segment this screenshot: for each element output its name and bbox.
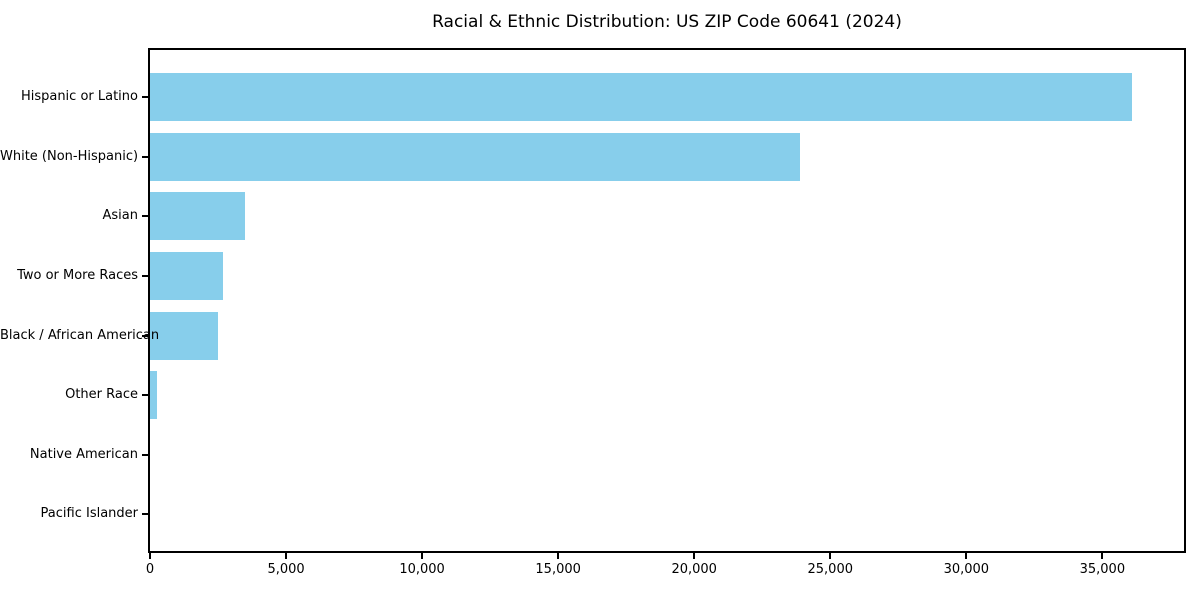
y-tick-label: Pacific Islander [40,506,138,522]
x-tick-mark [285,553,288,559]
x-tick-label: 10,000 [399,562,445,577]
x-tick-label: 0 [145,562,155,577]
chart-title: Racial & Ethnic Distribution: US ZIP Cod… [432,12,902,32]
x-tick-mark [693,553,696,559]
y-tick-mark [142,215,148,218]
x-tick-label: 5,000 [267,562,305,577]
y-tick-mark [142,394,148,397]
y-tick-mark [142,453,148,456]
bar-black-african-american [150,311,218,360]
y-tick-mark [142,334,148,337]
x-tick-mark [149,553,151,559]
y-tick-label: White (Non-Hispanic) [0,148,139,164]
y-tick-mark [142,513,148,516]
plot-area [148,48,1186,553]
x-tick-mark [1101,553,1104,559]
x-tick-label: 20,000 [671,562,717,577]
y-tick-label: Black / African American [0,327,160,343]
bar-two-or-more-races [150,251,223,300]
bar-hispanic-or-latino [150,73,1132,121]
y-tick-mark [142,96,148,98]
y-tick-mark [142,155,148,158]
y-tick-label: Hispanic or Latino [20,89,138,104]
y-tick-label: Two or More Races [17,267,138,283]
y-tick-mark [142,274,148,277]
x-tick-label: 25,000 [807,562,854,577]
y-tick-label: Native American [29,446,138,462]
x-tick-mark [557,553,560,559]
bar-other-race [150,371,157,420]
x-tick-mark [421,553,424,559]
bar-asian [150,192,245,241]
x-tick-label: 15,000 [535,562,581,577]
bar-white-non-hispanic [150,132,800,181]
y-tick-label: Other Race [65,387,138,403]
x-tick-mark [829,553,832,559]
x-tick-mark [965,553,968,559]
x-tick-label: 30,000 [943,562,990,577]
y-tick-label: Asian [102,208,138,224]
x-tick-label: 35,000 [1079,562,1126,577]
